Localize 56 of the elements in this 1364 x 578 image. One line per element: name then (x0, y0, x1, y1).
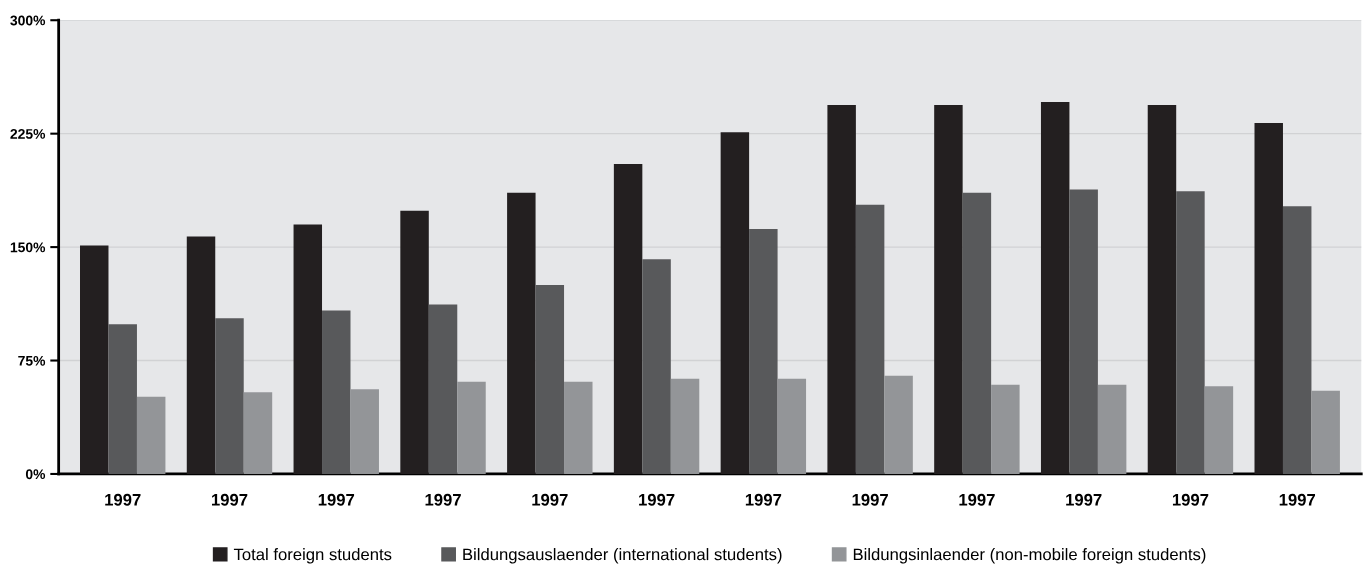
bar (642, 259, 671, 474)
bar (507, 192, 536, 474)
bar (322, 310, 351, 474)
bar (884, 375, 913, 474)
x-tick-label: 1997 (105, 493, 141, 506)
bar (749, 228, 778, 474)
bar (80, 245, 109, 474)
bar (564, 381, 593, 474)
x-tick-label: 1997 (425, 493, 461, 506)
x-tick-label: 1997 (639, 493, 675, 506)
bar (855, 204, 885, 474)
bar (243, 392, 273, 474)
bar (1069, 189, 1098, 474)
bar (720, 132, 750, 474)
bar (827, 104, 856, 474)
bar (350, 389, 379, 474)
y-tick-label: 225% (10, 129, 46, 139)
y-tick-label: 75% (18, 355, 46, 366)
bar (962, 192, 992, 474)
y-tick-label: 150% (10, 242, 46, 253)
bar (1282, 206, 1312, 474)
bar (1147, 104, 1177, 474)
y-tick-label: 0% (25, 469, 46, 480)
x-tick-label: 1997 (852, 493, 888, 506)
bar (428, 304, 458, 474)
bar (777, 378, 807, 474)
x-tick-label: 1997 (745, 493, 782, 506)
x-tick-label: 1997 (532, 493, 568, 506)
bar (535, 284, 565, 474)
bar (1176, 191, 1205, 474)
bar (136, 396, 166, 474)
bar (1254, 123, 1283, 474)
bar (1204, 386, 1234, 474)
bar (457, 381, 486, 474)
y-tick-label: 300% (10, 15, 46, 26)
bar (670, 378, 700, 474)
bar (1097, 384, 1127, 474)
bar (400, 210, 429, 474)
bar (613, 163, 643, 474)
bar (934, 104, 963, 474)
bar (186, 236, 216, 474)
x-tick-label: 1997 (318, 493, 355, 506)
legend-label: Bildungsinlaender (non-mobile foreign students) (853, 548, 1206, 564)
x-tick-label: 1997 (212, 493, 248, 506)
bar (1311, 390, 1340, 474)
bar (215, 318, 244, 474)
x-tick-label: 1997 (959, 493, 995, 506)
legend-label: Bildungsauslaender (international students) (463, 548, 782, 564)
bar (991, 384, 1020, 474)
bar (1040, 101, 1070, 474)
legend-label: Total foreign students (233, 548, 392, 564)
x-tick-label: 1997 (1279, 493, 1316, 506)
x-tick-label: 1997 (1066, 493, 1102, 506)
bar (108, 324, 137, 474)
x-tick-label: 1997 (1172, 493, 1209, 506)
bar (293, 224, 323, 474)
